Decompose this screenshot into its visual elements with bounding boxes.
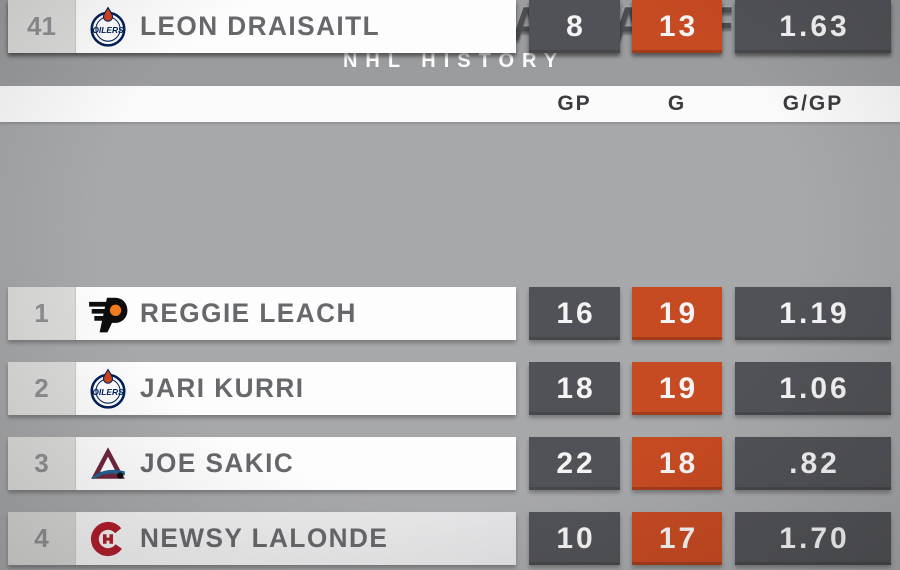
player-name: LEON DRAISAITL bbox=[140, 11, 381, 41]
rank-cell: 1 bbox=[8, 287, 76, 340]
column-header-ggp: G/GP bbox=[782, 92, 844, 115]
table-row: 3 JOE SAKIC 22 18 .82 bbox=[0, 437, 900, 490]
stat-g: 19 bbox=[632, 362, 722, 415]
table-row: 4 NEWSY LALONDE 10 17 1.70 bbox=[0, 512, 900, 565]
stat-g: 18 bbox=[632, 437, 722, 490]
stat-ggp: 1.06 bbox=[735, 362, 891, 415]
table-row: 41 OILERS LEON DRAISAITL 8 13 1.63 bbox=[0, 0, 900, 53]
stat-ggp: .82 bbox=[735, 437, 891, 490]
philadelphia-flyers-logo-icon bbox=[76, 287, 140, 340]
rank-cell: 4 bbox=[8, 512, 76, 565]
rank-cell: 3 bbox=[8, 437, 76, 490]
stat-gp: 16 bbox=[529, 287, 620, 340]
svg-text:OILERS: OILERS bbox=[92, 24, 124, 34]
rank-cell: 2 bbox=[8, 362, 76, 415]
stat-gp: 8 bbox=[529, 0, 620, 53]
table-row: 2 OILERS JARI KURRI 18 19 1.06 bbox=[0, 362, 900, 415]
stat-g: 17 bbox=[632, 512, 722, 565]
player-name: NEWSY LALONDE bbox=[140, 523, 389, 553]
stat-ggp: 1.19 bbox=[735, 287, 891, 340]
player-name: REGGIE LEACH bbox=[140, 298, 357, 328]
edmonton-oilers-logo-icon: OILERS bbox=[76, 0, 140, 53]
player-card: 1 REGGIE LEACH bbox=[8, 287, 516, 340]
rank-cell: 41 bbox=[8, 0, 76, 53]
stat-ggp: 1.70 bbox=[735, 512, 891, 565]
stat-gp: 18 bbox=[529, 362, 620, 415]
stat-g: 13 bbox=[632, 0, 722, 53]
stat-gp: 22 bbox=[529, 437, 620, 490]
column-header-gp: GP bbox=[557, 92, 592, 115]
column-header-band: GP G G/GP bbox=[0, 86, 900, 122]
colorado-avalanche-logo-icon bbox=[76, 437, 140, 490]
table-row: 1 REGGIE LEACH 16 19 1.19 bbox=[0, 287, 900, 340]
player-card: 2 OILERS JARI KURRI bbox=[8, 362, 516, 415]
player-card: 41 OILERS LEON DRAISAITL bbox=[8, 0, 516, 53]
stat-ggp: 1.63 bbox=[735, 0, 891, 53]
page-subtitle: NHL HISTORY bbox=[342, 50, 566, 72]
player-card: 3 JOE SAKIC bbox=[8, 437, 516, 490]
player-name: JARI KURRI bbox=[140, 373, 305, 403]
edmonton-oilers-logo-icon: OILERS bbox=[76, 362, 140, 415]
column-header-g: G bbox=[667, 92, 687, 115]
montreal-canadiens-logo-icon bbox=[76, 512, 140, 565]
player-card: 4 NEWSY LALONDE bbox=[8, 512, 516, 565]
svg-text:OILERS: OILERS bbox=[92, 386, 124, 396]
stat-gp: 10 bbox=[529, 512, 620, 565]
player-name: JOE SAKIC bbox=[140, 448, 295, 478]
stat-g: 19 bbox=[632, 287, 722, 340]
